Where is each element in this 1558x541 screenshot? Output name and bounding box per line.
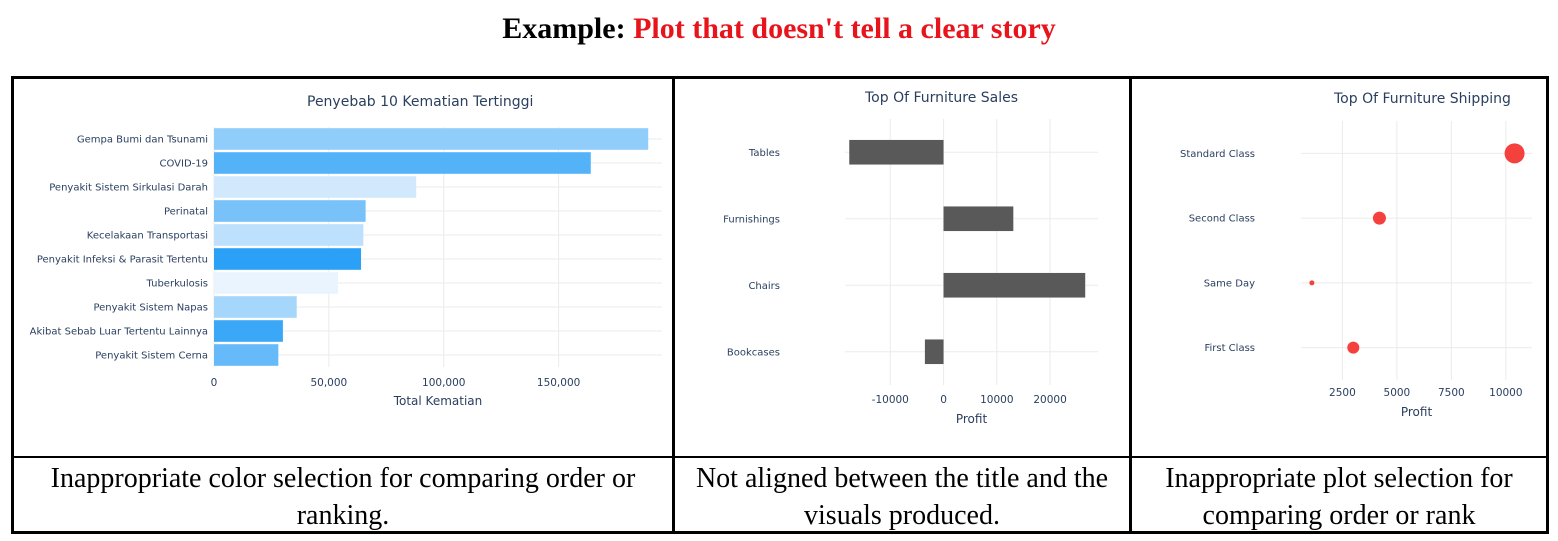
figure-heading: Example: Plot that doesn't tell a clear … bbox=[0, 12, 1558, 46]
chart-panel-sales: Tables Furnishings Chairs Bookcases -10000 0 1… bbox=[675, 79, 1129, 456]
bar bbox=[214, 344, 279, 366]
bar bbox=[214, 128, 649, 150]
heading-prefix: Example: bbox=[502, 12, 626, 45]
x-tick-label: 150,000 bbox=[537, 377, 580, 389]
category-label: Second Class bbox=[1189, 214, 1255, 225]
category-label: Penyakit Sistem Sirkulasi Darah bbox=[49, 183, 208, 194]
category-label: COVID-19 bbox=[159, 159, 208, 170]
caption-color-selection: Inappropriate color selection for compar… bbox=[50, 462, 636, 531]
category-label: Gempa Bumi dan Tsunami bbox=[77, 135, 208, 146]
column-divider bbox=[1129, 79, 1132, 531]
x-tick-label: 7500 bbox=[1438, 387, 1465, 399]
bar bbox=[214, 320, 283, 342]
bar bbox=[214, 272, 339, 294]
x-tick-label: 20000 bbox=[1033, 394, 1066, 406]
bar bbox=[849, 139, 944, 165]
data-point bbox=[1309, 280, 1315, 286]
caption-plot-selection: Inappropriate plot selection for compari… bbox=[1165, 462, 1513, 531]
category-label: Chairs bbox=[748, 281, 780, 292]
x-tick-label: 10000 bbox=[980, 394, 1013, 406]
x-axis-label: Profit bbox=[1401, 405, 1433, 419]
category-label: Tables bbox=[748, 148, 780, 159]
chart-title: Top Of Furniture Shipping bbox=[1333, 91, 1511, 107]
category-label: Kecelakaan Transportasi bbox=[87, 231, 208, 242]
bar bbox=[214, 152, 591, 174]
category-label: Tuberkulosis bbox=[146, 279, 208, 290]
data-point bbox=[1347, 341, 1360, 354]
bar bbox=[943, 272, 1086, 298]
chart-title: Penyebab 10 Kematian Tertinggi bbox=[307, 94, 533, 110]
x-tick-label: 2500 bbox=[1329, 387, 1356, 399]
bar bbox=[214, 248, 362, 270]
row-divider bbox=[14, 456, 1546, 458]
category-label: Penyakit Sistem Cerna bbox=[95, 351, 208, 362]
x-tick-label: 50,000 bbox=[310, 377, 347, 389]
bar bbox=[924, 339, 944, 365]
x-tick-label: 5000 bbox=[1384, 387, 1411, 399]
heading-highlight: Plot that doesn't tell a clear story bbox=[633, 12, 1056, 45]
chart-panel-shipping: Standard Class Second Class Same Day First … bbox=[1132, 79, 1546, 456]
x-axis-label: Profit bbox=[956, 412, 988, 426]
x-axis-label: Total Kematian bbox=[393, 394, 483, 408]
x-tick-label: 100,000 bbox=[422, 377, 465, 389]
bar bbox=[214, 176, 417, 198]
chart-furniture-shipping: Standard Class Second Class Same Day First … bbox=[1180, 91, 1532, 419]
bar bbox=[214, 200, 366, 222]
column-divider bbox=[672, 79, 675, 531]
data-point bbox=[1504, 143, 1525, 164]
category-label: Furnishings bbox=[723, 214, 780, 225]
data-point bbox=[1372, 211, 1386, 225]
category-label: First Class bbox=[1204, 343, 1255, 354]
bar bbox=[943, 206, 1014, 232]
x-tick-label: -10000 bbox=[872, 394, 909, 406]
chart-causes-of-death: Gempa Bumi dan Tsunami COVID-19 Penyakit S… bbox=[30, 94, 662, 408]
chart-furniture-sales: Tables Furnishings Chairs Bookcases -10000 0 1… bbox=[723, 90, 1098, 426]
category-label: Bookcases bbox=[727, 347, 780, 358]
bar bbox=[214, 224, 364, 246]
category-label: Penyakit Infeksi & Parasit Tertentu bbox=[37, 255, 208, 266]
x-tick-label: 0 bbox=[211, 377, 218, 389]
category-label: Same Day bbox=[1204, 278, 1255, 289]
chart-panel-causes: Gempa Bumi dan Tsunami COVID-19 Penyakit S… bbox=[14, 79, 672, 456]
category-label: Standard Class bbox=[1180, 149, 1255, 160]
example-table: Gempa Bumi dan Tsunami COVID-19 Penyakit S… bbox=[11, 76, 1549, 534]
category-label: Akibat Sebab Luar Tertentu Lainnya bbox=[30, 327, 208, 338]
chart-title: Top Of Furniture Sales bbox=[864, 90, 1018, 106]
x-tick-label: 10000 bbox=[1489, 387, 1522, 399]
x-tick-label: 0 bbox=[940, 394, 947, 406]
category-label: Perinatal bbox=[164, 207, 208, 218]
bar bbox=[214, 296, 297, 318]
caption-title-alignment: Not aligned between the title and the vi… bbox=[695, 462, 1109, 531]
category-label: Penyakit Sistem Napas bbox=[93, 303, 208, 314]
